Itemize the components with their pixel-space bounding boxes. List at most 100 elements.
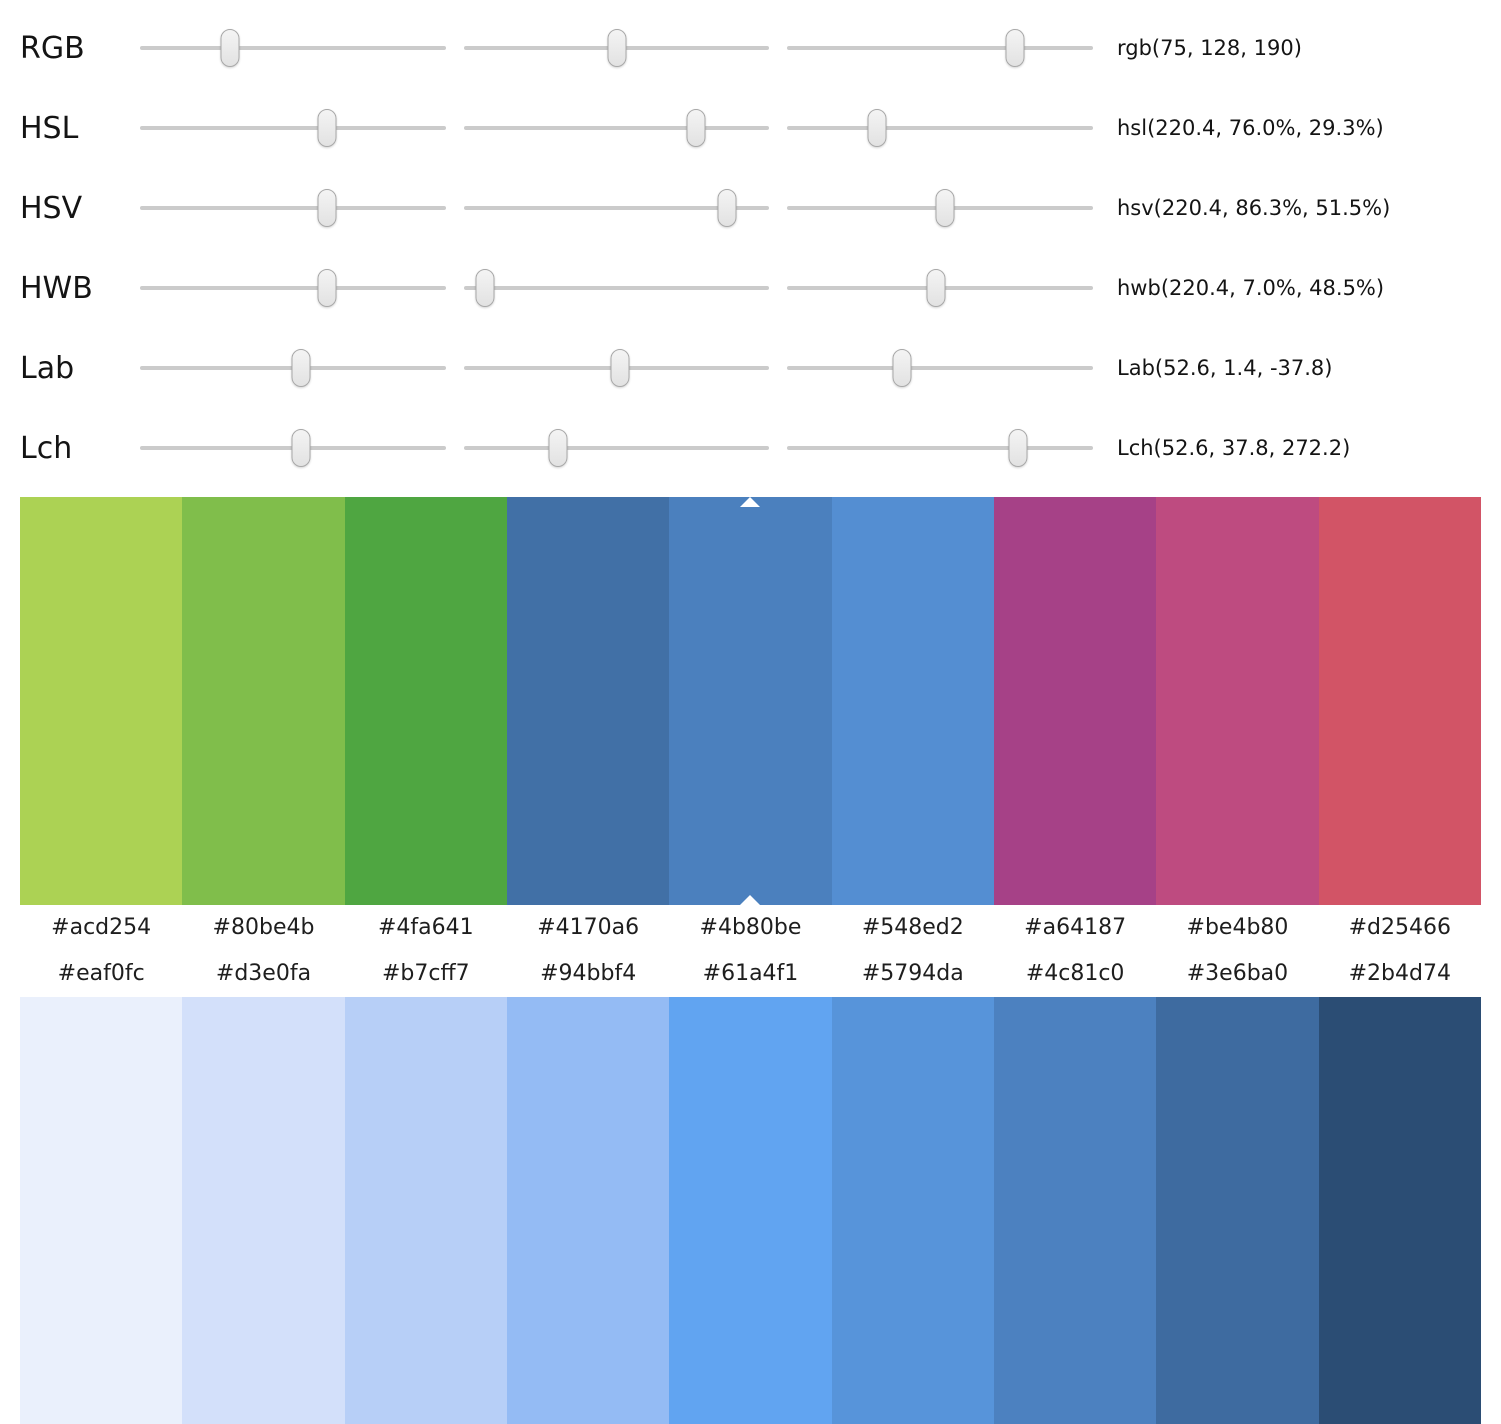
lab-l-slider-track[interactable] xyxy=(140,349,446,387)
palette-top: #acd254 #80be4b #4fa641 #4170a6 #4b80be … xyxy=(0,497,1501,951)
lch-value-text: Lch(52.6, 37.8, 272.2) xyxy=(1117,436,1351,460)
hsl-s-slider-track[interactable] xyxy=(463,109,770,147)
slider-row-lch: Lch Lch(52.6, 37.8, 272.2) xyxy=(20,408,1481,488)
palette-swatch-selected[interactable] xyxy=(669,497,832,905)
swatch-hex-label: #be4b80 xyxy=(1186,915,1289,940)
lab-l-slider-thumb[interactable] xyxy=(291,349,311,387)
swatch-hex-label: #4170a6 xyxy=(537,915,640,940)
hwb-h-slider-track[interactable] xyxy=(140,269,446,307)
hsv-v-slider-track[interactable] xyxy=(787,189,1094,227)
hsv-h-slider-track[interactable] xyxy=(140,189,446,227)
rgb-g-slider-track[interactable] xyxy=(463,29,770,67)
colorspace-label-lch: Lch xyxy=(20,430,73,466)
slider-row-rgb: RGB rgb(75, 128, 190) xyxy=(20,8,1481,88)
swatch-hex-label: #548ed2 xyxy=(861,915,964,940)
hsv-v-slider-thumb[interactable] xyxy=(935,189,955,227)
palette-swatch[interactable] xyxy=(1318,997,1481,1424)
palette-swatch[interactable] xyxy=(20,497,183,905)
hsv-h-slider-thumb[interactable] xyxy=(317,189,337,227)
slider-row-hwb: HWB hwb(220.4, 7.0%, 48.5%) xyxy=(20,248,1481,328)
swatch-hex-label: #acd254 xyxy=(51,915,152,940)
lab-a-slider-thumb[interactable] xyxy=(610,349,630,387)
lch-c-slider-track[interactable] xyxy=(463,429,770,467)
colorspace-label-hsv: HSV xyxy=(20,190,83,226)
slider-tracks xyxy=(140,189,1094,227)
palette-bottom-band xyxy=(20,997,1481,1424)
hsl-s-slider-thumb[interactable] xyxy=(686,109,706,147)
hsl-l-slider-track[interactable] xyxy=(787,109,1094,147)
swatch-hex-label: #b7cff7 xyxy=(381,961,470,986)
palette-swatch[interactable] xyxy=(1156,997,1319,1424)
lab-b-slider-thumb[interactable] xyxy=(892,349,912,387)
hwb-w-slider-thumb[interactable] xyxy=(475,269,495,307)
swatch-hex-label: #61a4f1 xyxy=(702,961,799,986)
lch-h-slider-thumb[interactable] xyxy=(1008,429,1028,467)
lch-l-slider-track[interactable] xyxy=(140,429,446,467)
hsv-s-slider-thumb[interactable] xyxy=(717,189,737,227)
hsl-h-slider-track[interactable] xyxy=(140,109,446,147)
lch-h-slider-track[interactable] xyxy=(787,429,1094,467)
hsv-s-slider-track[interactable] xyxy=(463,189,770,227)
palette-swatch[interactable] xyxy=(993,997,1157,1424)
palette-swatch[interactable] xyxy=(506,497,670,905)
palette-swatch[interactable] xyxy=(669,997,832,1424)
slider-row-hsv: HSV hsv(220.4, 86.3%, 51.5%) xyxy=(20,168,1481,248)
rgb-value-text: rgb(75, 128, 190) xyxy=(1117,36,1302,60)
slider-tracks xyxy=(140,109,1094,147)
lab-a-slider-track[interactable] xyxy=(463,349,770,387)
palette-swatch[interactable] xyxy=(1318,497,1481,905)
lch-l-slider-thumb[interactable] xyxy=(291,429,311,467)
palette-swatch[interactable] xyxy=(831,997,994,1424)
hwb-h-slider-thumb[interactable] xyxy=(317,269,337,307)
swatch-hex-label: #4b80be xyxy=(699,915,802,940)
hwb-value-text: hwb(220.4, 7.0%, 48.5%) xyxy=(1117,276,1385,300)
hwb-b-slider-track[interactable] xyxy=(787,269,1094,307)
rgb-b-slider-thumb[interactable] xyxy=(1005,29,1025,67)
rgb-b-slider-track[interactable] xyxy=(787,29,1094,67)
slider-row-hsl: HSL hsl(220.4, 76.0%, 29.3%) xyxy=(20,88,1481,168)
swatch-hex-label: #80be4b xyxy=(212,915,315,940)
lch-c-slider-thumb[interactable] xyxy=(548,429,568,467)
palette-bottom-labels: #eaf0fc #d3e0fa #b7cff7 #94bbf4 #61a4f1 … xyxy=(20,951,1481,997)
hwb-w-slider-track[interactable] xyxy=(463,269,770,307)
swatch-hex-label: #5794da xyxy=(861,961,964,986)
swatch-hex-label: #d3e0fa xyxy=(215,961,312,986)
hsv-value-text: hsv(220.4, 86.3%, 51.5%) xyxy=(1117,196,1391,220)
rgb-r-slider-thumb[interactable] xyxy=(220,29,240,67)
swatch-hex-label: #d25466 xyxy=(1348,915,1451,940)
slider-tracks xyxy=(140,269,1094,307)
palette-swatch[interactable] xyxy=(182,997,345,1424)
palette-top-labels: #acd254 #80be4b #4fa641 #4170a6 #4b80be … xyxy=(20,905,1481,951)
palette-swatch[interactable] xyxy=(20,997,183,1424)
rgb-g-slider-thumb[interactable] xyxy=(607,29,627,67)
palette-swatch[interactable] xyxy=(182,497,345,905)
hsl-l-slider-thumb[interactable] xyxy=(867,109,887,147)
palette-swatch[interactable] xyxy=(506,997,670,1424)
palette-bottom: #eaf0fc #d3e0fa #b7cff7 #94bbf4 #61a4f1 … xyxy=(0,951,1501,1424)
hsl-h-slider-thumb[interactable] xyxy=(317,109,337,147)
swatch-hex-label: #2b4d74 xyxy=(1348,961,1451,986)
hsl-value-text: hsl(220.4, 76.0%, 29.3%) xyxy=(1117,116,1384,140)
swatch-hex-label: #3e6ba0 xyxy=(1186,961,1289,986)
slider-tracks xyxy=(140,349,1094,387)
swatch-hex-label: #eaf0fc xyxy=(57,961,145,986)
colorspace-label-hwb: HWB xyxy=(20,270,93,306)
lab-b-slider-track[interactable] xyxy=(787,349,1094,387)
slider-tracks xyxy=(140,29,1094,67)
palette-swatch[interactable] xyxy=(344,497,507,905)
lab-value-text: Lab(52.6, 1.4, -37.8) xyxy=(1117,356,1333,380)
palette-swatch[interactable] xyxy=(344,997,507,1424)
rgb-r-slider-track[interactable] xyxy=(140,29,446,67)
colorspace-label-lab: Lab xyxy=(20,350,75,386)
palette-top-band xyxy=(20,497,1481,905)
palette-swatch[interactable] xyxy=(1156,497,1319,905)
swatch-hex-label: #94bbf4 xyxy=(540,961,637,986)
slider-row-lab: Lab Lab(52.6, 1.4, -37.8) xyxy=(20,328,1481,408)
swatch-hex-label: #a64187 xyxy=(1024,915,1127,940)
hwb-b-slider-thumb[interactable] xyxy=(926,269,946,307)
palette-swatch[interactable] xyxy=(993,497,1157,905)
swatch-hex-label: #4c81c0 xyxy=(1025,961,1125,986)
palette-swatch[interactable] xyxy=(831,497,994,905)
colorspace-label-hsl: HSL xyxy=(20,110,79,146)
